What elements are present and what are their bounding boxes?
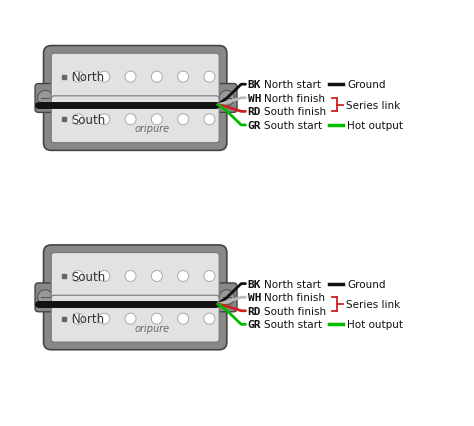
Circle shape xyxy=(204,72,215,83)
Text: North: North xyxy=(72,71,105,84)
Circle shape xyxy=(178,314,189,325)
FancyBboxPatch shape xyxy=(44,46,227,151)
Circle shape xyxy=(37,290,53,305)
Text: Series link: Series link xyxy=(346,101,401,110)
Text: Ground: Ground xyxy=(347,80,386,90)
Text: RD: RD xyxy=(247,306,261,316)
Circle shape xyxy=(125,115,136,126)
Circle shape xyxy=(99,314,110,325)
Circle shape xyxy=(204,115,215,126)
FancyBboxPatch shape xyxy=(44,245,227,350)
FancyBboxPatch shape xyxy=(217,84,237,113)
Text: South start: South start xyxy=(264,320,322,330)
Circle shape xyxy=(204,271,215,282)
Circle shape xyxy=(178,115,189,126)
Circle shape xyxy=(178,271,189,282)
Circle shape xyxy=(151,271,162,282)
Circle shape xyxy=(219,91,235,106)
Circle shape xyxy=(125,271,136,282)
Text: South finish: South finish xyxy=(264,306,326,316)
Circle shape xyxy=(151,72,162,83)
Circle shape xyxy=(73,72,83,83)
Circle shape xyxy=(73,314,83,325)
Text: Series link: Series link xyxy=(346,299,401,309)
Circle shape xyxy=(151,115,162,126)
FancyBboxPatch shape xyxy=(217,283,237,312)
Circle shape xyxy=(204,314,215,325)
FancyBboxPatch shape xyxy=(51,296,219,343)
Text: North: North xyxy=(72,312,105,325)
Text: oripure: oripure xyxy=(135,323,170,333)
Circle shape xyxy=(178,72,189,83)
Text: GR: GR xyxy=(247,320,261,330)
Text: North finish: North finish xyxy=(264,293,325,302)
FancyBboxPatch shape xyxy=(35,84,55,113)
Text: South: South xyxy=(72,113,106,127)
FancyBboxPatch shape xyxy=(51,97,219,144)
FancyBboxPatch shape xyxy=(51,253,219,300)
Text: BK: BK xyxy=(247,279,261,289)
Circle shape xyxy=(151,314,162,325)
Text: North start: North start xyxy=(264,80,321,90)
Circle shape xyxy=(125,72,136,83)
Text: Hot output: Hot output xyxy=(347,121,403,131)
Text: RD: RD xyxy=(247,107,261,117)
Text: oripure: oripure xyxy=(135,124,170,134)
FancyBboxPatch shape xyxy=(51,54,219,101)
Text: Hot output: Hot output xyxy=(347,320,403,330)
Circle shape xyxy=(73,271,83,282)
Text: South finish: South finish xyxy=(264,107,326,117)
Circle shape xyxy=(73,115,83,126)
Circle shape xyxy=(99,115,110,126)
Text: GR: GR xyxy=(247,121,261,131)
Circle shape xyxy=(99,271,110,282)
Text: WH: WH xyxy=(247,94,261,104)
Text: BK: BK xyxy=(247,80,261,90)
Circle shape xyxy=(219,290,235,305)
Text: North start: North start xyxy=(264,279,321,289)
Circle shape xyxy=(125,314,136,325)
FancyBboxPatch shape xyxy=(35,283,55,312)
Circle shape xyxy=(37,91,53,106)
Text: South: South xyxy=(72,270,106,283)
Text: Ground: Ground xyxy=(347,279,386,289)
Text: South start: South start xyxy=(264,121,322,131)
Text: North finish: North finish xyxy=(264,94,325,104)
Text: WH: WH xyxy=(247,293,261,302)
Circle shape xyxy=(99,72,110,83)
